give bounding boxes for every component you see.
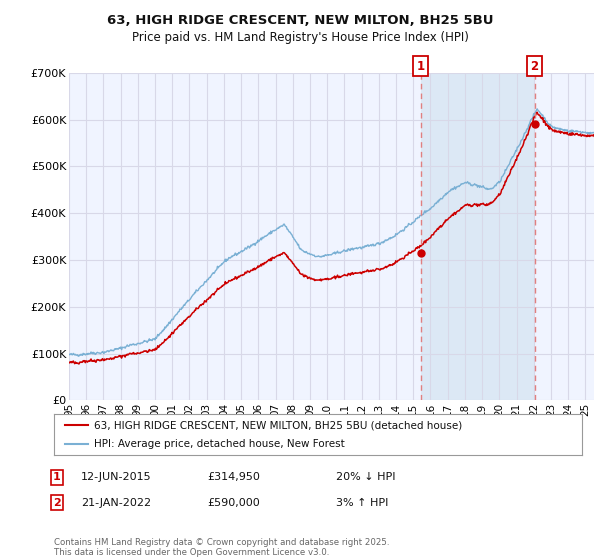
Text: £314,950: £314,950 [207, 472, 260, 482]
Text: 1: 1 [53, 472, 61, 482]
Text: £590,000: £590,000 [207, 498, 260, 508]
Text: 1: 1 [417, 59, 425, 73]
Text: 2: 2 [530, 59, 539, 73]
Text: HPI: Average price, detached house, New Forest: HPI: Average price, detached house, New … [94, 439, 344, 449]
Text: 12-JUN-2015: 12-JUN-2015 [81, 472, 152, 482]
Bar [421, 73, 535, 400]
Text: 21-JAN-2022: 21-JAN-2022 [81, 498, 151, 508]
Text: Price paid vs. HM Land Registry's House Price Index (HPI): Price paid vs. HM Land Registry's House … [131, 31, 469, 44]
Text: 63, HIGH RIDGE CRESCENT, NEW MILTON, BH25 5BU (detached house): 63, HIGH RIDGE CRESCENT, NEW MILTON, BH2… [94, 421, 462, 430]
Text: 20% ↓ HPI: 20% ↓ HPI [336, 472, 395, 482]
Text: 2: 2 [53, 498, 61, 508]
Text: 63, HIGH RIDGE CRESCENT, NEW MILTON, BH25 5BU: 63, HIGH RIDGE CRESCENT, NEW MILTON, BH2… [107, 14, 493, 27]
Text: 3% ↑ HPI: 3% ↑ HPI [336, 498, 388, 508]
Text: Contains HM Land Registry data © Crown copyright and database right 2025.
This d: Contains HM Land Registry data © Crown c… [54, 538, 389, 557]
